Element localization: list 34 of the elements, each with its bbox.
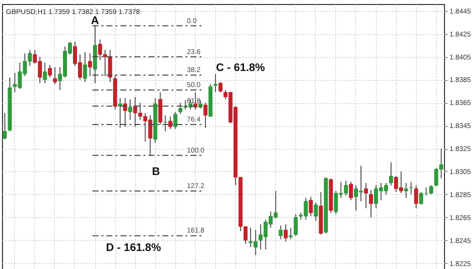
candlestick xyxy=(294,213,298,236)
candlestick xyxy=(83,52,88,83)
candlestick xyxy=(203,102,208,128)
candlestick xyxy=(414,184,418,209)
candlestick xyxy=(108,49,112,83)
candlestick xyxy=(128,98,132,120)
candlestick xyxy=(173,111,178,130)
candlestick xyxy=(368,189,374,218)
candlestick xyxy=(348,181,353,201)
candlestick xyxy=(123,98,128,128)
candlestick xyxy=(308,196,313,217)
candlestick xyxy=(178,102,182,115)
annotation: A xyxy=(91,15,99,27)
annotation: C - 61.8% xyxy=(216,62,266,74)
candlestick xyxy=(158,92,162,125)
candlestick xyxy=(404,182,408,198)
candlestick xyxy=(284,224,288,242)
candlestick xyxy=(88,52,92,77)
candlestick xyxy=(389,162,394,186)
candlestick xyxy=(168,116,172,130)
candlestick xyxy=(52,66,57,85)
candlestick xyxy=(409,181,414,195)
annotation: B xyxy=(152,166,160,178)
candlestick xyxy=(213,73,218,93)
annotation: D - 161.8% xyxy=(106,242,162,254)
candlestick xyxy=(364,182,368,209)
candlestick xyxy=(314,202,318,222)
candlestick xyxy=(42,62,47,84)
candlestick xyxy=(288,227,293,240)
candlestick xyxy=(118,98,122,128)
candlestick xyxy=(218,82,222,93)
candlestick xyxy=(278,224,283,240)
candlestick xyxy=(48,64,52,78)
candlestick xyxy=(2,112,7,140)
